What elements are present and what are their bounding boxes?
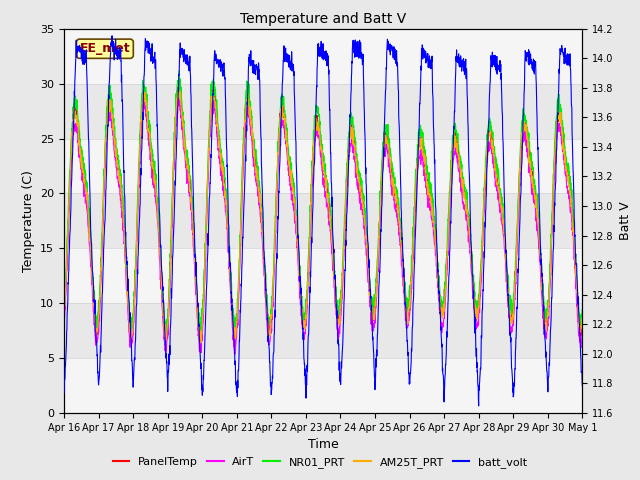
Bar [64,248,582,303]
Legend: PanelTemp, AirT, NR01_PRT, AM25T_PRT, batt_volt: PanelTemp, AirT, NR01_PRT, AM25T_PRT, ba… [108,452,532,472]
Bar [64,29,582,84]
Y-axis label: Batt V: Batt V [620,202,632,240]
Bar [64,139,582,193]
X-axis label: Time: Time [308,438,339,451]
Bar [64,358,582,413]
Title: Temperature and Batt V: Temperature and Batt V [240,12,406,26]
Y-axis label: Temperature (C): Temperature (C) [22,170,35,272]
Text: EE_met: EE_met [79,42,130,55]
